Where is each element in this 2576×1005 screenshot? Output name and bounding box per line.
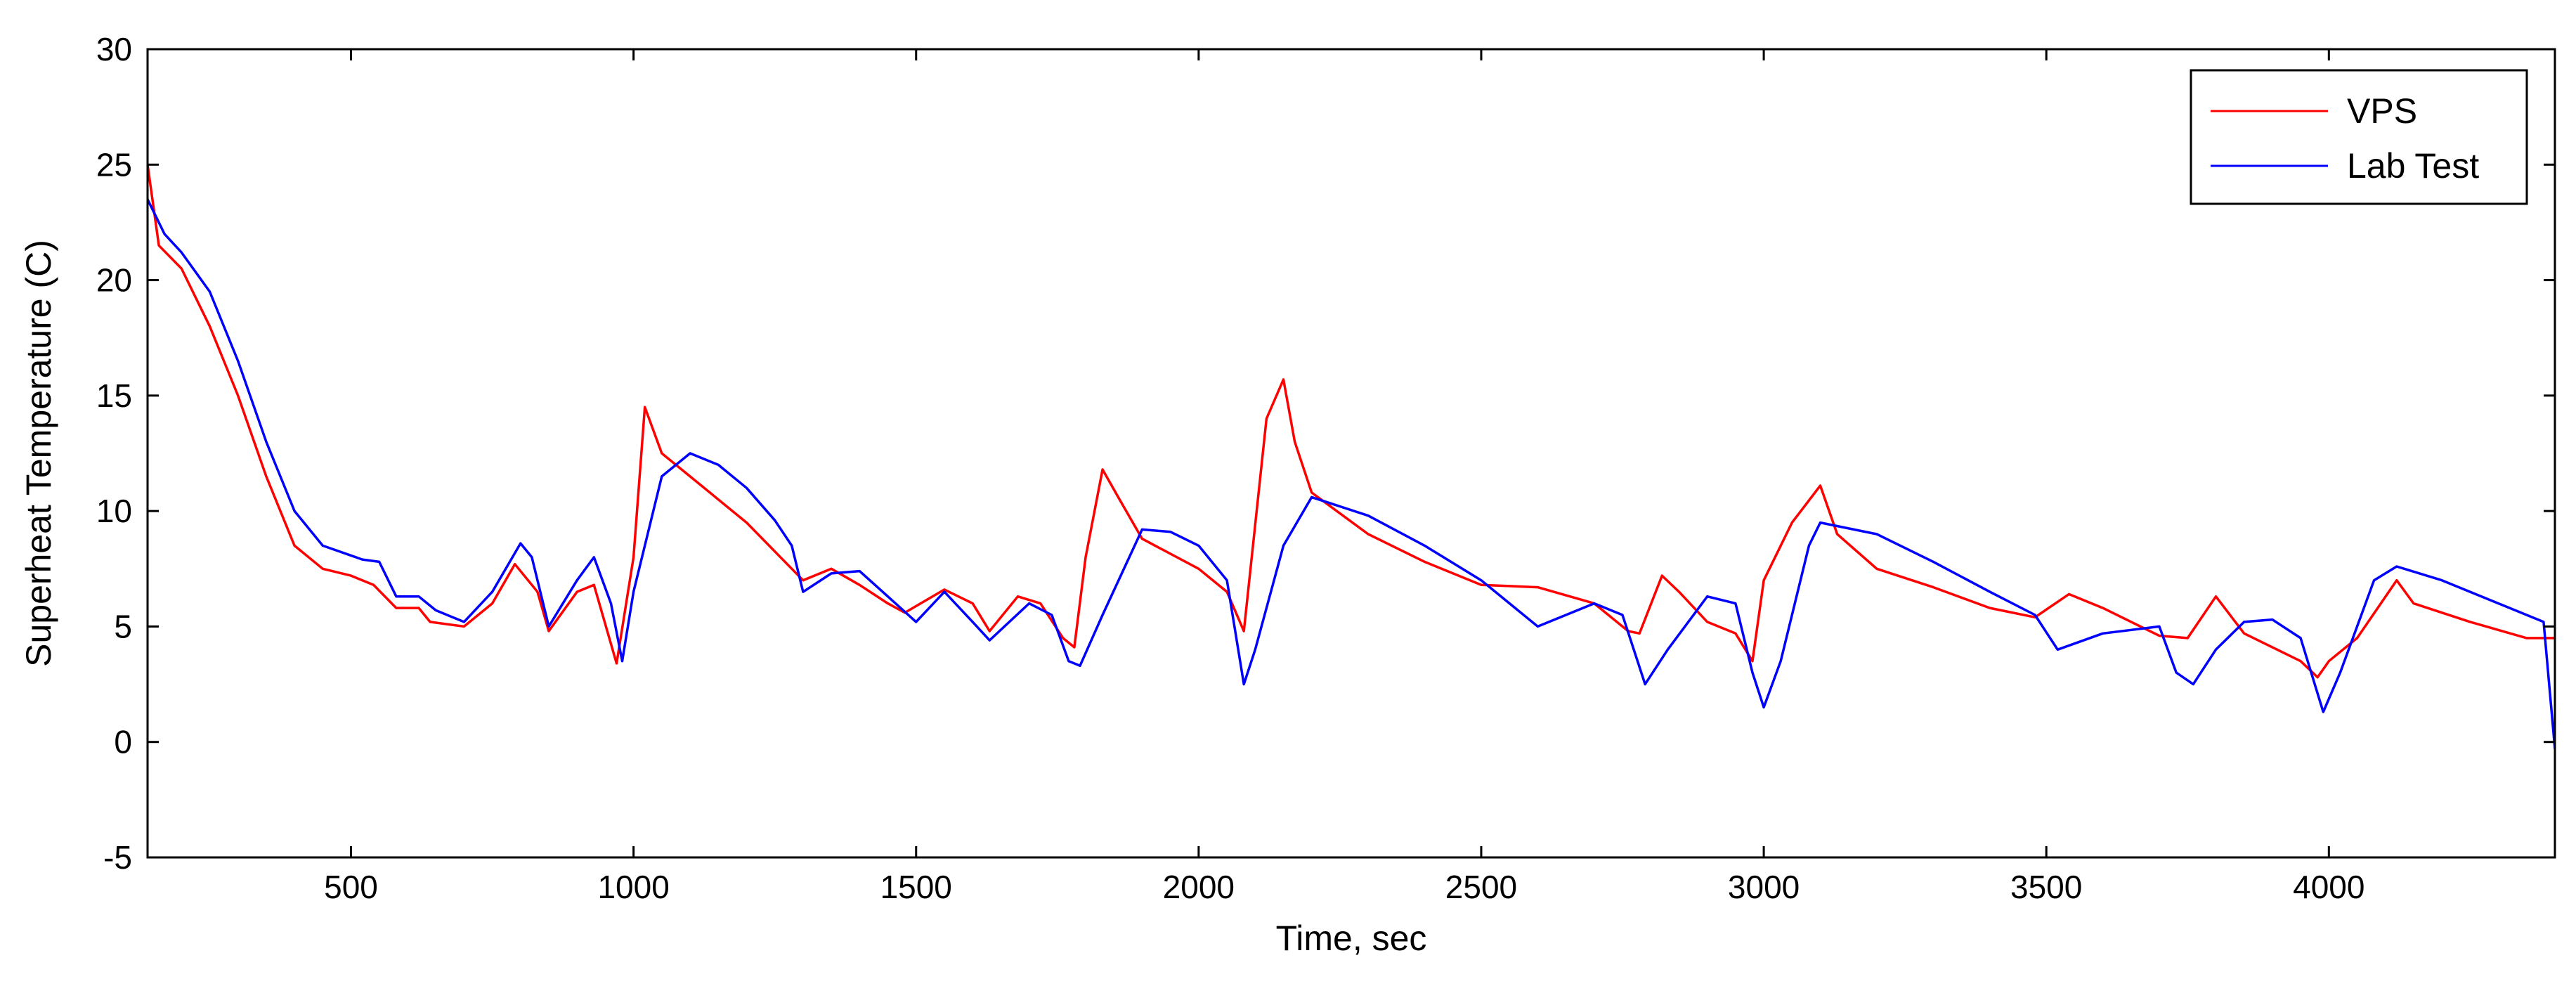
x-tick-label: 1500 [880,869,952,905]
x-tick-label: 2000 [1163,869,1235,905]
x-tick-label: 500 [324,869,378,905]
x-tick-label: 1000 [597,869,669,905]
y-tick-label: 20 [96,262,132,299]
y-tick-label: 0 [114,724,132,760]
y-tick-label: 25 [96,146,132,183]
y-tick-label: 10 [96,493,132,529]
y-tick-label: 5 [114,608,132,644]
x-tick-label: 3500 [2010,869,2082,905]
x-tick-label: 4000 [2293,869,2364,905]
legend-box [2190,69,2528,205]
y-tick-label: -5 [103,839,132,876]
legend: VPS Lab Test [2190,69,2528,205]
series-layer [148,164,2555,749]
plot-frame [146,48,2556,859]
series-line-vps [148,164,2555,679]
series-line-lab-test [148,198,2555,749]
legend-label-vps: VPS [2347,91,2417,131]
legend-label-lab-test: Lab Test [2347,146,2479,186]
y-tick-label: 15 [96,377,132,414]
x-tick-label: 2500 [1445,869,1517,905]
y-tick-label: 30 [96,31,132,67]
x-tick-label: 3000 [1728,869,1800,905]
y-axis-title: Superheat Temperature (C) [19,240,58,667]
plot-area [148,49,2555,857]
x-axis-title: Time, sec [1276,919,1427,958]
tick-layer: 500 1000 1500 2000 2500 3000 3500 4000 -5 0 5 10 15 2… [96,31,2555,905]
